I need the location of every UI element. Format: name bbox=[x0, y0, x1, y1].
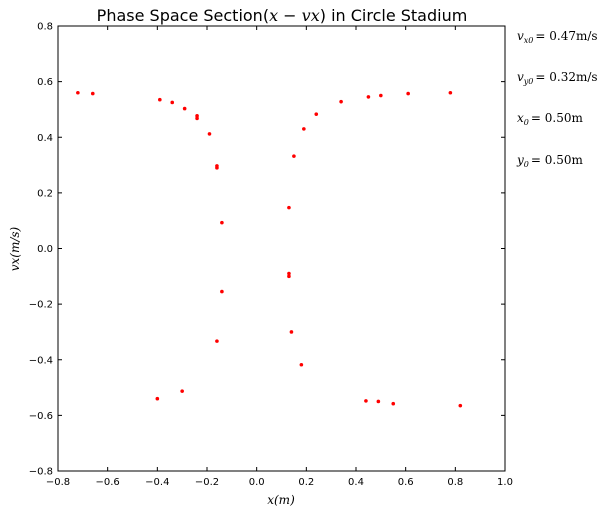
data-point bbox=[90, 91, 95, 96]
y-axis-ticks: −0.8 −0.6 −0.4 −0.2 0.0 0.2 0.4 0.6 0.8 bbox=[29, 22, 505, 478]
scatter-points bbox=[76, 90, 463, 408]
x-tick-label: −0.2 bbox=[195, 477, 219, 488]
x-axis-label: x(m) bbox=[267, 493, 295, 507]
annotation-x0: x0 = 0.50m bbox=[517, 111, 583, 127]
data-point bbox=[195, 114, 199, 118]
x-axis-ticks: −0.8 −0.6 −0.4 −0.2 0.0 0.2 0.4 0.6 0.8 1.0 bbox=[46, 26, 513, 488]
data-point bbox=[287, 271, 291, 276]
y-tick-label: −0.4 bbox=[29, 355, 53, 366]
initial-conditions-annotations: vx0 = 0.47m/s vy0 = 0.32m/s x0 = 0.50m y0 = 0.5… bbox=[516, 29, 598, 169]
data-point bbox=[379, 93, 383, 98]
x-tick-label: 0.0 bbox=[249, 477, 265, 488]
x-tick-label: −0.6 bbox=[96, 477, 120, 488]
annotation-vy0: vy0 = 0.32m/s bbox=[517, 70, 598, 86]
data-point bbox=[302, 127, 306, 131]
data-point bbox=[366, 95, 371, 99]
data-point bbox=[364, 399, 368, 403]
data-point bbox=[287, 274, 291, 279]
y-tick-label: 0.2 bbox=[37, 188, 53, 199]
y-tick-label: 0.4 bbox=[37, 133, 53, 144]
data-point bbox=[182, 106, 187, 111]
data-point bbox=[76, 90, 80, 95]
data-point bbox=[170, 100, 175, 105]
data-point bbox=[339, 99, 343, 104]
x-tick-label: 0.8 bbox=[447, 477, 463, 488]
data-point bbox=[180, 389, 184, 393]
data-point bbox=[155, 396, 160, 401]
x-tick-label: 0.2 bbox=[298, 477, 314, 488]
annotation-y0: y0 = 0.50m bbox=[516, 153, 583, 169]
data-point bbox=[406, 91, 410, 96]
data-point bbox=[215, 339, 219, 343]
data-point bbox=[287, 205, 291, 210]
y-tick-label: 0.8 bbox=[37, 22, 53, 33]
data-point bbox=[220, 220, 224, 225]
data-point bbox=[292, 154, 296, 158]
x-tick-label: −0.4 bbox=[145, 477, 169, 488]
data-point bbox=[448, 90, 453, 95]
chart-title-math: x − vx bbox=[269, 6, 320, 25]
x-tick-label: 1.0 bbox=[497, 477, 513, 488]
data-point bbox=[376, 399, 381, 404]
data-point bbox=[458, 403, 463, 408]
data-point bbox=[207, 132, 212, 136]
x-tick-label: 0.6 bbox=[398, 477, 414, 488]
y-tick-label: −0.2 bbox=[29, 300, 53, 311]
y-tick-label: −0.6 bbox=[29, 411, 53, 422]
y-tick-label: 0.0 bbox=[37, 244, 53, 255]
data-point bbox=[220, 289, 224, 294]
y-tick-label: 0.6 bbox=[37, 77, 53, 88]
annotation-vx0: vx0 = 0.47m/s bbox=[517, 29, 598, 45]
data-point bbox=[158, 97, 162, 102]
data-point bbox=[299, 362, 304, 367]
data-point bbox=[195, 116, 199, 121]
chart-title: Phase Space Section(x − vx) in Circle St… bbox=[97, 6, 468, 25]
data-point bbox=[391, 401, 396, 406]
y-tick-label: −0.8 bbox=[29, 467, 53, 478]
y-axis-label: vx(m/s) bbox=[8, 226, 22, 271]
x-tick-label: 0.4 bbox=[348, 477, 364, 488]
data-point bbox=[314, 112, 319, 116]
x-tick-label: −0.8 bbox=[46, 477, 70, 488]
data-point bbox=[289, 330, 294, 334]
data-point bbox=[215, 166, 219, 170]
